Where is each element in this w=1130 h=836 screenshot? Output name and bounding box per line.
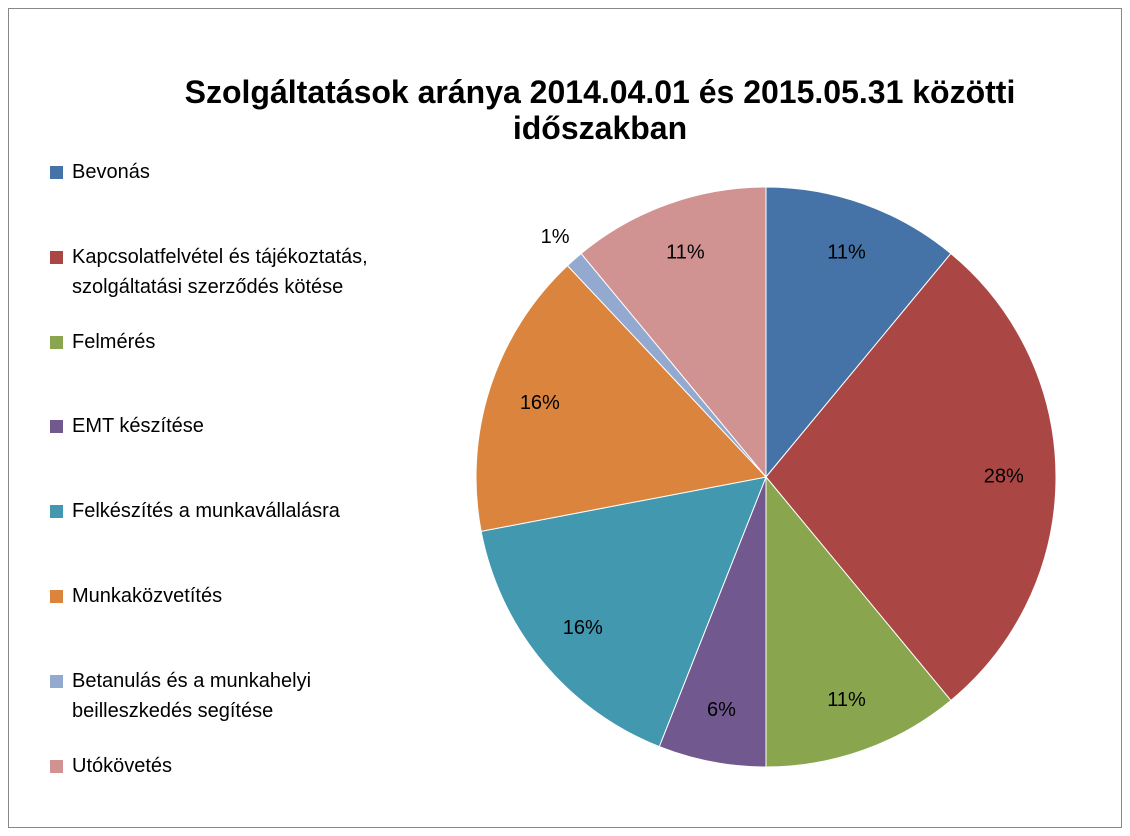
- legend-label: Felkészítés a munkavállalásra: [72, 500, 340, 523]
- legend-swatch: [50, 420, 63, 434]
- legend-item: Munkaközvetítés: [50, 581, 420, 611]
- legend-swatch: [50, 166, 63, 179]
- legend-swatch: [50, 759, 63, 773]
- pie-slice: [475, 264, 767, 532]
- data-label: 1%: [541, 226, 570, 248]
- data-label: 28%: [984, 465, 1024, 487]
- legend-swatch: [50, 250, 63, 264]
- data-label: 16%: [563, 617, 603, 639]
- pie-slice: [765, 252, 1057, 702]
- legend-item: EMT készítése: [50, 411, 420, 441]
- data-label: 11%: [827, 689, 866, 711]
- data-label: 11%: [666, 242, 705, 264]
- legend-item: Betanulás és a munkahelyi beilleszkedés …: [50, 666, 420, 726]
- legend-item: Bevonás: [50, 157, 420, 187]
- pie-slice: [580, 186, 767, 479]
- legend-item: Felmérés: [50, 327, 420, 357]
- pie-slice: [765, 186, 952, 479]
- legend-item: Utókövetés: [50, 751, 420, 781]
- legend-label: Munkaközvetítés: [72, 585, 223, 607]
- pie-slice: [480, 476, 767, 748]
- legend-swatch: [50, 335, 63, 349]
- data-label: 6%: [707, 699, 736, 721]
- chart-title: Szolgáltatások aránya 2014.04.01 és 2015…: [184, 74, 1016, 146]
- data-label: 11%: [827, 242, 866, 264]
- legend-label: Bevonás: [72, 161, 150, 183]
- pie-slice: [765, 475, 952, 768]
- legend-item: Felkészítés a munkavállalásra: [50, 496, 420, 526]
- legend-label: EMT készítése: [72, 415, 204, 438]
- data-label: 16%: [520, 392, 560, 414]
- legend-swatch: [50, 505, 63, 519]
- legend-swatch: [50, 674, 63, 688]
- legend-label: Utókövetés: [72, 754, 173, 777]
- legend-label: Felmérés: [72, 330, 156, 353]
- legend-label: Kapcsolatfelvétel és tájékoztatás, szolg…: [72, 245, 368, 298]
- legend-item: Kapcsolatfelvétel és tájékoztatás, szolg…: [50, 242, 420, 302]
- legend-label: Betanulás és a munkahelyi beilleszkedés …: [72, 669, 312, 722]
- legend-swatch: [50, 590, 63, 603]
